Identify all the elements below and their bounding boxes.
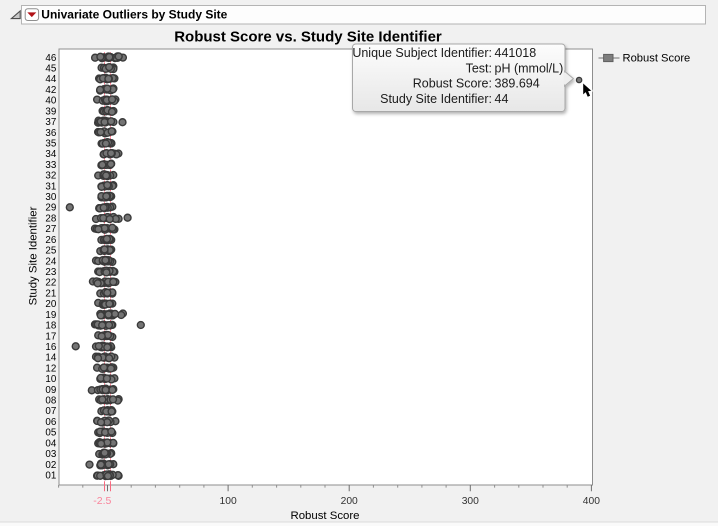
svg-text:300: 300: [462, 496, 479, 507]
svg-text:14: 14: [45, 353, 56, 364]
svg-text:100: 100: [220, 496, 237, 507]
svg-text:05: 05: [45, 428, 56, 439]
svg-text:04: 04: [45, 438, 56, 449]
svg-text:09: 09: [45, 385, 56, 396]
svg-text:20: 20: [45, 299, 56, 310]
svg-text:46: 46: [45, 53, 56, 64]
svg-text:17: 17: [45, 331, 56, 342]
svg-text:03: 03: [45, 449, 56, 460]
svg-text:Robust Score vs. Study Site Id: Robust Score vs. Study Site Identifier: [174, 29, 442, 46]
svg-text:18: 18: [45, 321, 56, 332]
svg-text:44: 44: [45, 74, 56, 85]
svg-text:06: 06: [45, 417, 56, 428]
svg-text:441018: 441018: [495, 46, 537, 60]
svg-text:24: 24: [45, 256, 56, 267]
svg-text:39: 39: [45, 106, 56, 117]
svg-text:32: 32: [45, 171, 56, 182]
svg-text:29: 29: [45, 203, 56, 214]
svg-text:Robust Score:: Robust Score:: [413, 77, 492, 91]
svg-text:40: 40: [45, 96, 56, 107]
svg-text:Robust Score: Robust Score: [623, 53, 691, 65]
svg-text:Study Site Identifier: Study Site Identifier: [28, 206, 40, 305]
svg-text:44: 44: [495, 92, 509, 106]
svg-text:25: 25: [45, 246, 56, 257]
svg-text:35: 35: [45, 139, 56, 150]
svg-text:200: 200: [341, 496, 358, 507]
svg-text:33: 33: [45, 160, 56, 171]
svg-text:37: 37: [45, 117, 56, 128]
svg-text:08: 08: [45, 396, 56, 407]
svg-text:19: 19: [45, 310, 56, 321]
svg-text:pH (mmol/L): pH (mmol/L): [495, 61, 564, 75]
svg-text:23: 23: [45, 267, 56, 278]
svg-text:12: 12: [45, 363, 56, 374]
svg-text:01: 01: [45, 471, 56, 482]
svg-text:34: 34: [45, 149, 56, 160]
svg-text:27: 27: [45, 224, 56, 235]
svg-text:22: 22: [45, 278, 56, 289]
svg-text:36: 36: [45, 128, 56, 139]
svg-text:16: 16: [45, 342, 56, 353]
svg-text:389.694: 389.694: [495, 77, 540, 91]
svg-text:21: 21: [45, 288, 56, 299]
svg-text:45: 45: [45, 64, 56, 75]
svg-text:26: 26: [45, 235, 56, 246]
svg-text:02: 02: [45, 460, 56, 471]
svg-text:-2.5: -2.5: [93, 495, 111, 507]
svg-text:10: 10: [45, 374, 56, 385]
svg-text:Test:: Test:: [466, 61, 492, 75]
svg-text:Robust Score: Robust Score: [290, 510, 359, 522]
svg-text:Study Site Identifier:: Study Site Identifier:: [380, 92, 492, 106]
svg-text:Univariate Outliers by Study S: Univariate Outliers by Study Site: [41, 8, 227, 22]
svg-text:28: 28: [45, 214, 56, 225]
svg-text:42: 42: [45, 85, 56, 96]
svg-text:400: 400: [583, 496, 600, 507]
svg-text:Unique Subject Identifier:: Unique Subject Identifier:: [352, 46, 492, 60]
svg-text:07: 07: [45, 406, 56, 417]
svg-text:31: 31: [45, 181, 56, 192]
svg-text:30: 30: [45, 192, 56, 203]
